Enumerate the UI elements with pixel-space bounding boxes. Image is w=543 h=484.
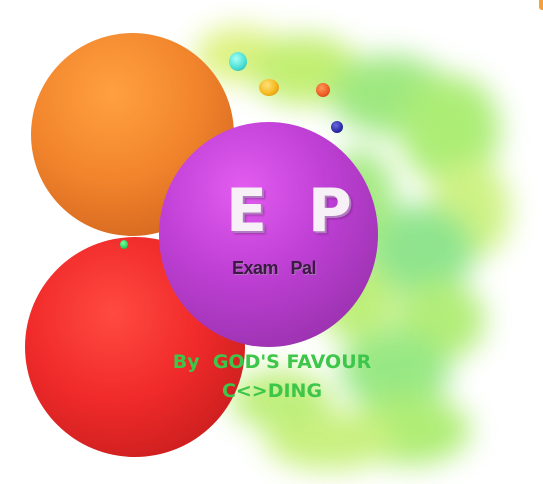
author-credit: By GOD'S FAVOUR C<>DING <box>152 348 392 406</box>
credit-line-2: C<>DING <box>221 380 323 402</box>
logo-initials: E P <box>226 176 362 246</box>
app-name: Exam Pal <box>231 258 317 278</box>
yellow-bubble <box>259 79 279 96</box>
credit-line-1: By GOD'S FAVOUR <box>172 351 372 373</box>
green-bubble <box>120 240 128 249</box>
cyan-bubble <box>229 52 247 71</box>
orange-bubble <box>316 83 330 97</box>
navy-bubble <box>331 121 343 133</box>
corner-accent <box>539 0 543 10</box>
purple-sphere-logo <box>159 122 378 347</box>
